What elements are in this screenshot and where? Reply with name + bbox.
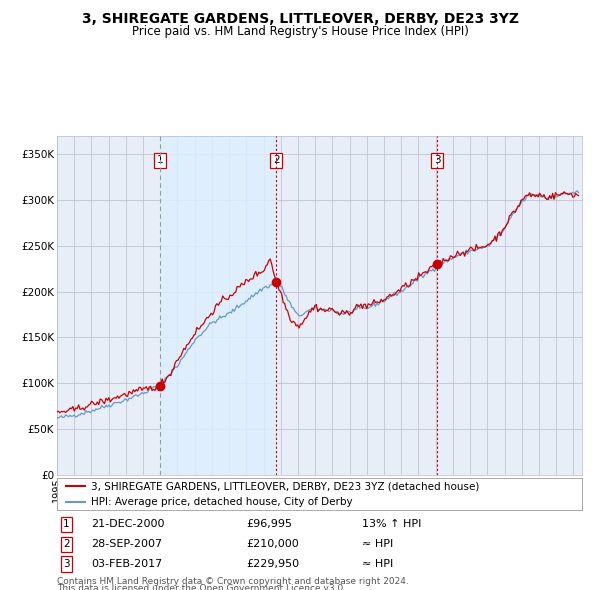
Text: 03-FEB-2017: 03-FEB-2017 <box>91 559 163 569</box>
Text: 2: 2 <box>63 539 70 549</box>
Text: 1: 1 <box>157 155 163 165</box>
Text: Price paid vs. HM Land Registry's House Price Index (HPI): Price paid vs. HM Land Registry's House … <box>131 25 469 38</box>
Bar <box>160 136 276 475</box>
Text: 2: 2 <box>273 155 280 165</box>
Text: 13% ↑ HPI: 13% ↑ HPI <box>361 519 421 529</box>
Text: HPI: Average price, detached house, City of Derby: HPI: Average price, detached house, City… <box>91 497 353 507</box>
Text: £210,000: £210,000 <box>246 539 299 549</box>
Text: ≈ HPI: ≈ HPI <box>361 539 393 549</box>
Text: 3: 3 <box>434 155 440 165</box>
Text: 3, SHIREGATE GARDENS, LITTLEOVER, DERBY, DE23 3YZ (detached house): 3, SHIREGATE GARDENS, LITTLEOVER, DERBY,… <box>91 481 479 491</box>
Text: £229,950: £229,950 <box>246 559 299 569</box>
Text: 28-SEP-2007: 28-SEP-2007 <box>91 539 162 549</box>
Text: 3, SHIREGATE GARDENS, LITTLEOVER, DERBY, DE23 3YZ: 3, SHIREGATE GARDENS, LITTLEOVER, DERBY,… <box>82 12 518 26</box>
Text: £96,995: £96,995 <box>246 519 292 529</box>
Text: This data is licensed under the Open Government Licence v3.0.: This data is licensed under the Open Gov… <box>57 584 346 590</box>
Text: 3: 3 <box>63 559 70 569</box>
Text: ≈ HPI: ≈ HPI <box>361 559 393 569</box>
Text: 21-DEC-2000: 21-DEC-2000 <box>91 519 164 529</box>
Text: Contains HM Land Registry data © Crown copyright and database right 2024.: Contains HM Land Registry data © Crown c… <box>57 577 409 586</box>
Text: 1: 1 <box>63 519 70 529</box>
